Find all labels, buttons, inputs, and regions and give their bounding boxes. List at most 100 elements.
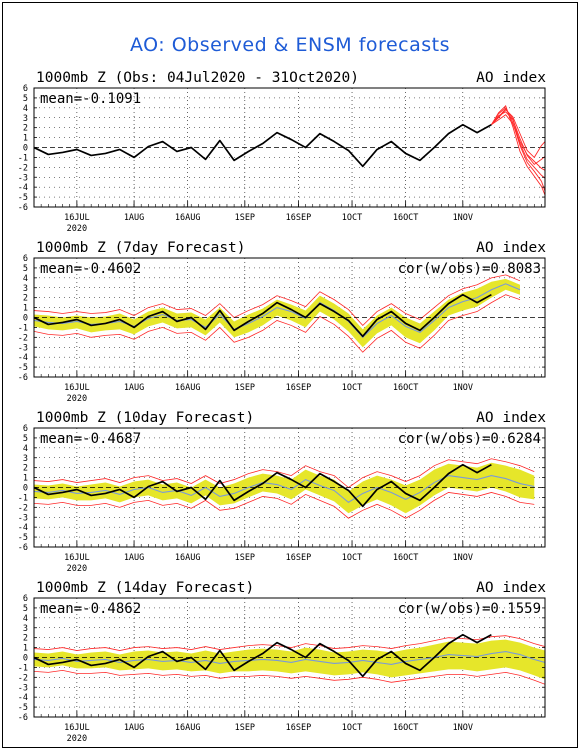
y-tick-label: 5 xyxy=(23,434,28,444)
x-tick-label: 1AUG xyxy=(124,723,144,733)
spread-lower-line xyxy=(34,669,545,685)
x-tick-label: 1OCT xyxy=(342,723,362,733)
mean-label: mean=-0.4602 xyxy=(40,261,141,277)
y-tick-label: 4 xyxy=(23,274,28,284)
panel-2: 1000mb Z (7day Forecast) AO index6543210-… xyxy=(18,240,547,404)
y-tick-label: 0 xyxy=(23,314,28,324)
y-tick-label: -1 xyxy=(18,493,28,503)
y-tick-label: -4 xyxy=(18,523,28,533)
y-tick-label: 3 xyxy=(23,284,28,294)
y-tick-label: -4 xyxy=(18,183,28,193)
y-tick-label: -3 xyxy=(18,173,28,183)
x-tick-label: 16AUG xyxy=(175,383,201,393)
x-tick-label: 16AUG xyxy=(175,213,201,223)
y-tick-label: 5 xyxy=(23,264,28,274)
y-tick-label: -3 xyxy=(18,683,28,693)
ensemble-mean-line xyxy=(34,650,545,665)
y-tick-label: 0 xyxy=(23,144,28,154)
mean-label: mean=-0.4862 xyxy=(40,601,141,617)
x-tick-label: 1SEP xyxy=(235,553,255,563)
y-tick-label: -2 xyxy=(18,673,28,683)
x-tick-label: 1NOV xyxy=(453,383,473,393)
y-tick-label: 0 xyxy=(23,484,28,494)
x-tick-label: 16JUL xyxy=(64,383,90,393)
y-tick-label: -3 xyxy=(18,343,28,353)
y-tick-label: 1 xyxy=(23,474,28,484)
y-tick-label: 3 xyxy=(23,454,28,464)
correlation-label: cor(w/obs)=0.8083 xyxy=(398,261,541,277)
x-tick-label: 16SEP xyxy=(286,553,312,563)
x-year-label: 2020 xyxy=(67,394,87,404)
ensemble-mean-line xyxy=(34,475,535,504)
x-tick-label: 1SEP xyxy=(235,723,255,733)
x-tick-label: 16SEP xyxy=(286,723,312,733)
index-label: AO index xyxy=(476,410,546,426)
y-tick-label: -6 xyxy=(18,543,28,553)
x-tick-label: 16SEP xyxy=(286,383,312,393)
mean-label: mean=-0.1091 xyxy=(40,91,141,107)
x-tick-label: 16OCT xyxy=(393,553,419,563)
y-tick-label: 3 xyxy=(23,624,28,634)
x-tick-label: 16OCT xyxy=(393,213,419,223)
x-tick-label: 1OCT xyxy=(342,383,362,393)
panel-1: 1000mb Z (Obs: 04Jul2020 - 31Oct2020) AO … xyxy=(18,70,547,234)
forecast-member-line xyxy=(491,105,545,196)
x-tick-label: 16JUL xyxy=(64,553,90,563)
y-tick-label: -1 xyxy=(18,153,28,163)
y-tick-label: -2 xyxy=(18,503,28,513)
y-tick-label: 2 xyxy=(23,294,28,304)
y-tick-label: 2 xyxy=(23,634,28,644)
x-tick-label: 1NOV xyxy=(453,213,473,223)
spread-lower-line xyxy=(34,492,535,519)
y-tick-label: -1 xyxy=(18,323,28,333)
panel-4: 1000mb Z (14day Forecast) AO index 6543210… xyxy=(18,580,547,744)
y-tick-label: 5 xyxy=(23,94,28,104)
y-tick-label: -6 xyxy=(18,373,28,383)
spread-lower-line xyxy=(34,294,521,353)
x-tick-label: 16JUL xyxy=(64,213,90,223)
panel-title: 1000mb Z (Obs: 04Jul2020 - 31Oct2020) xyxy=(36,70,359,86)
y-tick-label: -4 xyxy=(18,693,28,703)
y-tick-label: 6 xyxy=(23,424,28,434)
x-tick-label: 1SEP xyxy=(235,383,255,393)
observed-line xyxy=(34,123,492,168)
y-tick-label: -5 xyxy=(18,363,28,373)
y-tick-label: 4 xyxy=(23,104,28,114)
y-tick-label: -5 xyxy=(18,703,28,713)
y-tick-label: 2 xyxy=(23,124,28,134)
x-tick-label: 1OCT xyxy=(342,553,362,563)
y-tick-label: 1 xyxy=(23,304,28,314)
index-label: AO index xyxy=(476,240,546,256)
spread-upper-line xyxy=(34,274,521,327)
x-tick-label: 16OCT xyxy=(393,723,419,733)
y-tick-label: -2 xyxy=(18,163,28,173)
y-tick-label: 6 xyxy=(23,84,28,94)
y-tick-label: 0 xyxy=(23,654,28,664)
correlation-label: cor(w/obs)=0.1559 xyxy=(398,601,541,617)
observed-line xyxy=(34,463,492,508)
figure-title: AO: Observed & ENSM forecasts xyxy=(130,34,450,56)
x-tick-label: 16JUL xyxy=(64,723,90,733)
x-tick-label: 1SEP xyxy=(235,213,255,223)
y-tick-label: -2 xyxy=(18,333,28,343)
index-label: AO index xyxy=(476,70,546,86)
x-tick-label: 1AUG xyxy=(124,213,144,223)
x-tick-label: 16SEP xyxy=(286,213,312,223)
y-tick-label: -3 xyxy=(18,513,28,523)
spread-band xyxy=(34,278,520,348)
x-tick-label: 1AUG xyxy=(124,383,144,393)
x-tick-label: 16OCT xyxy=(393,383,419,393)
x-tick-label: 1NOV xyxy=(453,553,473,563)
y-tick-label: 4 xyxy=(23,444,28,454)
y-tick-label: -6 xyxy=(18,203,28,213)
mean-label: mean=-0.4687 xyxy=(40,431,141,447)
spread-band xyxy=(34,462,535,514)
y-tick-label: 1 xyxy=(23,644,28,654)
x-tick-label: 16AUG xyxy=(175,553,201,563)
x-year-label: 2020 xyxy=(67,224,87,234)
forecast-member-line xyxy=(491,114,545,171)
observed-line xyxy=(34,293,492,338)
forecast-member-line xyxy=(491,107,545,192)
